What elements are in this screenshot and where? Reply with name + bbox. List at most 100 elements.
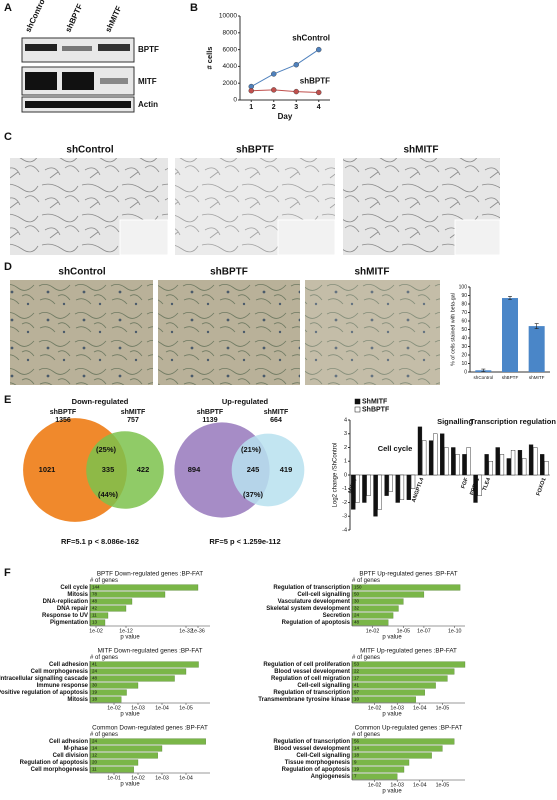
category-label: Regulation of cell proliferation	[263, 662, 350, 668]
count-header: # of genes	[90, 655, 118, 661]
venn-label: shBPTF	[197, 409, 224, 416]
category-label: Mitosis	[67, 592, 88, 598]
gene-count: 14	[354, 746, 360, 751]
category-label: Regulation of transcription	[273, 739, 350, 745]
panel-label: F	[4, 567, 11, 579]
y-tick-label: 60	[461, 318, 467, 324]
venn-label: 1139	[202, 417, 217, 424]
bar	[351, 598, 404, 605]
legend-label: ShBPTF	[362, 406, 390, 413]
gene-count: 48	[92, 599, 98, 604]
y-tick-label: 2	[344, 445, 347, 451]
venn-count: (21%)	[241, 445, 262, 454]
category-label: Cell adhesion	[49, 662, 88, 668]
category-label: Response to UV	[42, 613, 88, 619]
bar	[517, 450, 523, 476]
gene-count: 42	[92, 606, 98, 611]
bar	[506, 458, 511, 476]
error-bar	[481, 368, 486, 372]
x-tick-label: 1e-04	[155, 705, 169, 711]
venn-label: 757	[127, 417, 139, 424]
chart-title: Common Up-regulated genes :BP-FAT	[355, 725, 463, 732]
bar	[473, 474, 478, 503]
x-axis-label: p value	[120, 635, 140, 641]
point	[248, 88, 254, 94]
venn-label: 1356	[55, 417, 71, 424]
lane-label: shMITF	[104, 4, 124, 33]
y-tick-label: 100	[459, 284, 468, 290]
y-tick-label: 10000	[219, 13, 237, 20]
y-tick-label: 3	[344, 431, 347, 437]
gene-count: 48	[354, 620, 360, 625]
gene-count: 53	[354, 662, 360, 667]
gene-label: PREX1	[469, 477, 481, 496]
bar	[362, 474, 367, 503]
bar	[451, 447, 456, 476]
gene-count: 18	[92, 697, 98, 702]
point	[316, 89, 322, 96]
panel-label: B	[190, 2, 198, 14]
x-tick-label: 1e-02	[368, 782, 382, 788]
group-label: Transcription regulation	[470, 417, 556, 426]
x-tick-label: 1e-03	[390, 782, 404, 788]
protein-label: MITF	[138, 77, 157, 86]
blot	[21, 37, 135, 113]
panel-label: C	[4, 131, 12, 143]
bar	[410, 474, 416, 489]
chart-title: Common Down-regulated genes :BP-FAT	[92, 725, 208, 732]
image-title: shControl	[58, 267, 105, 278]
x-axis-label: p value	[382, 635, 402, 641]
category-label: Mitosis	[67, 697, 88, 703]
protein-label: BPTF	[138, 45, 159, 54]
venn-title: Up-regulated	[222, 397, 269, 406]
group-label: Cell cycle	[378, 444, 413, 453]
bar	[89, 738, 206, 745]
x-tick-label: 1e-12	[119, 628, 133, 634]
gene-label: FOXO1	[536, 477, 548, 497]
bar	[484, 454, 489, 476]
lane-label: shControl	[24, 0, 48, 34]
venn-label: shBPTF	[50, 409, 77, 416]
gene-count: 12	[92, 753, 98, 758]
error-bar	[508, 296, 512, 301]
image-title: shBPTF	[210, 267, 248, 278]
y-tick-label: 4000	[223, 63, 238, 70]
point	[293, 62, 299, 68]
category-label: Angiogenesis	[311, 774, 351, 780]
micrographs	[10, 280, 440, 385]
bar	[477, 474, 482, 496]
bar	[533, 447, 538, 476]
bar	[89, 745, 163, 752]
x-axis-label: p value	[120, 712, 140, 718]
y-axis-label: % of cells stained with beta-gal	[450, 293, 456, 366]
category-label: Regulation of apoptosis	[20, 760, 89, 766]
bar	[499, 454, 505, 476]
bar	[351, 696, 416, 703]
count-header: # of genes	[352, 655, 380, 661]
bar	[377, 474, 382, 510]
category-label: Positive regulation of apoptosis	[0, 690, 89, 696]
gene-count: 48	[92, 676, 98, 681]
series-line	[251, 49, 320, 87]
image-title: shMITF	[404, 145, 439, 156]
venn-stats: RF=5 p < 1.259e-112	[209, 537, 280, 546]
legend-label: ShMITF	[362, 398, 388, 405]
x-tick-label: 3	[294, 104, 298, 111]
category-label: DNA repair	[57, 606, 89, 612]
x-tick-label: 1e-07	[417, 628, 431, 634]
y-tick-label: 90	[461, 293, 467, 299]
gene-count: 11	[92, 613, 97, 618]
y-tick-label: 40	[461, 335, 467, 341]
bar	[351, 766, 405, 773]
bar	[351, 675, 448, 682]
gene-count: 9	[354, 760, 357, 765]
x-tick-label: 1e-05	[179, 705, 193, 711]
x-tick-label: 1	[249, 104, 253, 111]
bar	[399, 474, 405, 500]
gene-count: 32	[354, 606, 360, 611]
bar	[440, 433, 445, 476]
y-tick-label: 0	[344, 472, 347, 478]
bar	[351, 738, 455, 745]
bar	[89, 675, 175, 682]
bar	[428, 440, 434, 476]
